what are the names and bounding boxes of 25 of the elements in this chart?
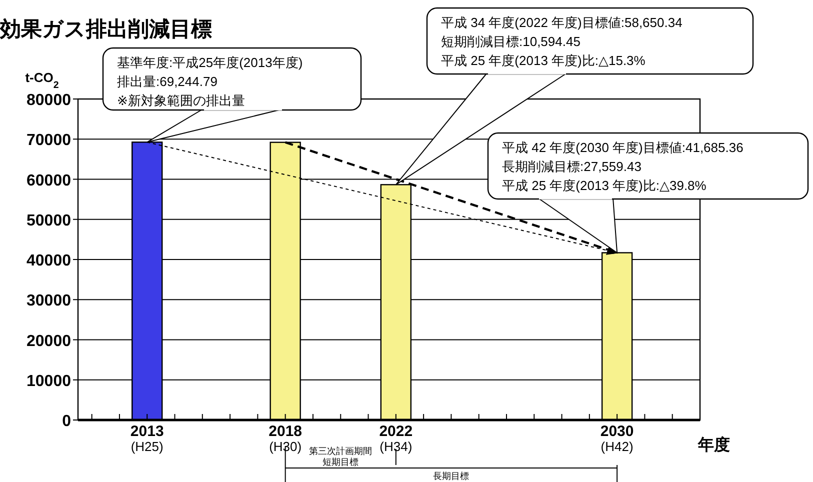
y-tick-label: 40000 <box>26 252 72 270</box>
text: (H25) <box>130 439 164 454</box>
x-tick-label: 2018 <box>268 423 302 440</box>
y-tick-label: 20000 <box>26 332 72 350</box>
y-tick-label: 80000 <box>26 92 72 109</box>
y-axis-title: t-CO$_{2}$ <box>25 70 60 90</box>
y-tick-label: 10000 <box>26 372 72 390</box>
annotation: 平成 42 年度(2030 年度)目標値:41,685.36 長期削減目標:27,559.43 平成 25 年度(2013 年度)比:△39.8% <box>502 140 744 193</box>
x-axis-title: 年度 <box>697 435 730 454</box>
text: (H42) <box>600 439 634 454</box>
callout: 平成 42 年度(2030 年度)目標値:41,685.36 長期削減目標:27,559.43 平成 25 年度(2013 年度)比:△39.8% <box>487 132 809 254</box>
y-tick-label: 50000 <box>26 212 72 230</box>
x-tick-label: 2030 <box>600 423 634 440</box>
annotation: 基準年度:平成25年度(2013年度) 排出量:69,244.79 ※新対象範囲の排出量 <box>117 55 303 108</box>
callout: 基準年度:平成25年度(2013年度) 排出量:69,244.79 ※新対象範囲の排出量 <box>102 47 362 143</box>
text: (H30) <box>269 439 302 454</box>
x-tick-label: 2022 <box>379 423 413 440</box>
x-tick-label: 2013 <box>130 423 164 440</box>
text: 第三次計画期間短期目標 <box>309 446 372 467</box>
y-tick-label: 30000 <box>26 292 72 310</box>
text: (H34) <box>380 439 412 454</box>
y-tick-label: 70000 <box>26 132 72 150</box>
y-tick-label: 0 <box>62 413 72 430</box>
text: 長期目標 <box>433 471 470 481</box>
y-tick-label: 60000 <box>26 172 72 190</box>
